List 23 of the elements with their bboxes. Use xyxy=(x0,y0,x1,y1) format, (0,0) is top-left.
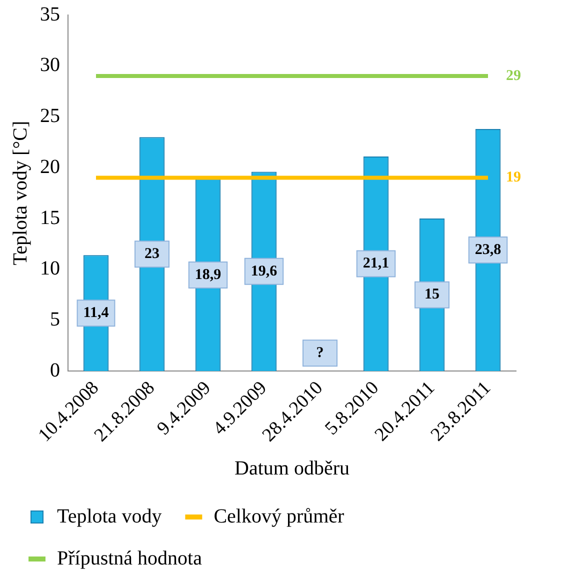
y-tick-label: 30 xyxy=(40,54,60,76)
y-tick-label: 35 xyxy=(40,3,60,26)
legend-label: Celkový průměr xyxy=(214,505,345,528)
y-axis-title: Teplota vody [°C] xyxy=(9,120,32,266)
data-label: 23,8 xyxy=(474,242,502,258)
data-label: 15 xyxy=(424,286,440,303)
y-tick-label: 15 xyxy=(40,206,60,229)
data-label: 19 xyxy=(506,170,521,186)
text: ? xyxy=(316,345,324,362)
data-label: 18,9 xyxy=(194,266,222,283)
legend-label: Přípustná hodnota xyxy=(57,547,202,570)
data-label: 21,1 xyxy=(362,256,390,272)
x-axis-title: Datum odběru xyxy=(234,457,350,480)
data-label: 11,4 xyxy=(83,305,110,322)
y-tick-label: 5 xyxy=(50,308,60,331)
data-label: 29 xyxy=(506,68,521,84)
y-tick-label: 10 xyxy=(40,258,60,280)
legend-label: Teplota vody xyxy=(57,505,162,528)
data-label: 23 xyxy=(144,246,160,262)
data-label: 19,6 xyxy=(250,263,278,280)
y-tick-label: 25 xyxy=(40,105,60,128)
y-tick-label: 20 xyxy=(40,156,60,178)
y-tick-label: 0 xyxy=(50,359,60,382)
